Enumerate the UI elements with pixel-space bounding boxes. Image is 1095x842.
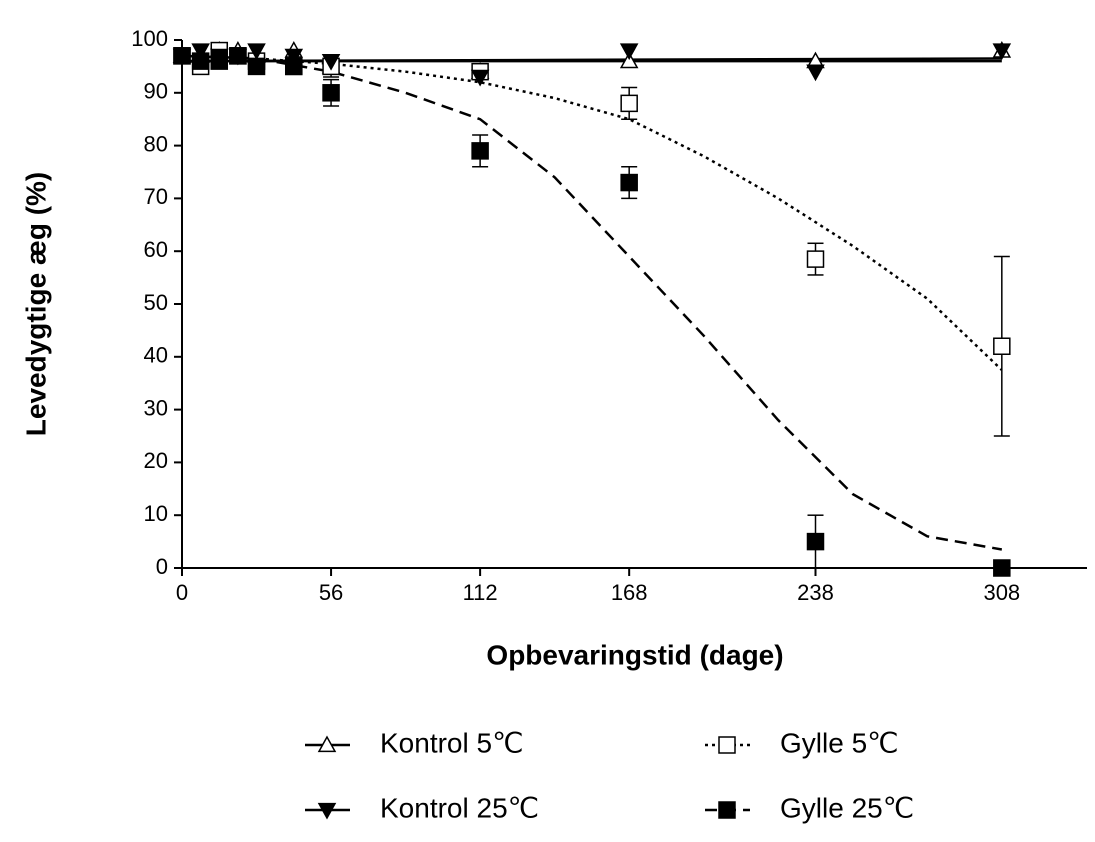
y-tick-label: 60 (144, 237, 168, 262)
legend-marker (317, 735, 337, 753)
marker (247, 43, 266, 61)
y-tick-label: 10 (144, 501, 168, 526)
y-tick-label: 80 (144, 131, 168, 156)
y-tick-label: 20 (144, 448, 168, 473)
marker (321, 53, 341, 71)
marker (470, 69, 490, 87)
legend-label: Gylle 25℃ (780, 792, 914, 823)
marker (471, 142, 489, 160)
marker (619, 43, 639, 61)
fit-line (181, 54, 1003, 551)
x-axis-title: Opbevaringstid (dage) (486, 639, 783, 670)
y-axis-title: Levedygtige æg (%) (20, 172, 51, 436)
marker (173, 47, 191, 65)
legend-marker (317, 802, 337, 820)
marker (284, 48, 304, 66)
marker (322, 84, 340, 102)
legend-label: Gylle 5℃ (780, 727, 899, 758)
x-tick-label: 0 (176, 580, 188, 605)
marker (993, 337, 1011, 355)
y-tick-label: 100 (131, 26, 168, 51)
y-tick-label: 0 (156, 554, 168, 579)
marker (806, 532, 825, 551)
y-tick-label: 90 (144, 79, 168, 104)
marker (247, 57, 266, 76)
marker (992, 43, 1012, 61)
x-tick-label: 238 (797, 580, 834, 605)
marker (191, 43, 210, 61)
marker (210, 52, 229, 70)
legend-marker (718, 801, 736, 819)
x-tick-label: 308 (983, 580, 1020, 605)
y-tick-label: 30 (144, 395, 168, 420)
marker (191, 52, 210, 70)
marker (993, 559, 1011, 577)
y-tick-label: 50 (144, 290, 168, 315)
legend-label: Kontrol 25℃ (380, 792, 539, 823)
y-tick-label: 40 (144, 343, 168, 368)
x-tick-label: 56 (319, 580, 343, 605)
marker (620, 173, 638, 192)
fit-line (181, 54, 1003, 371)
y-tick-label: 70 (144, 184, 168, 209)
legend-marker (718, 736, 736, 754)
x-tick-label: 168 (611, 580, 648, 605)
x-tick-label: 112 (463, 580, 498, 605)
marker (806, 64, 825, 82)
marker (229, 47, 247, 65)
legend-label: Kontrol 5℃ (380, 727, 524, 758)
marker (285, 57, 303, 76)
marker (806, 250, 825, 268)
marker (619, 51, 639, 69)
marker (620, 94, 638, 113)
